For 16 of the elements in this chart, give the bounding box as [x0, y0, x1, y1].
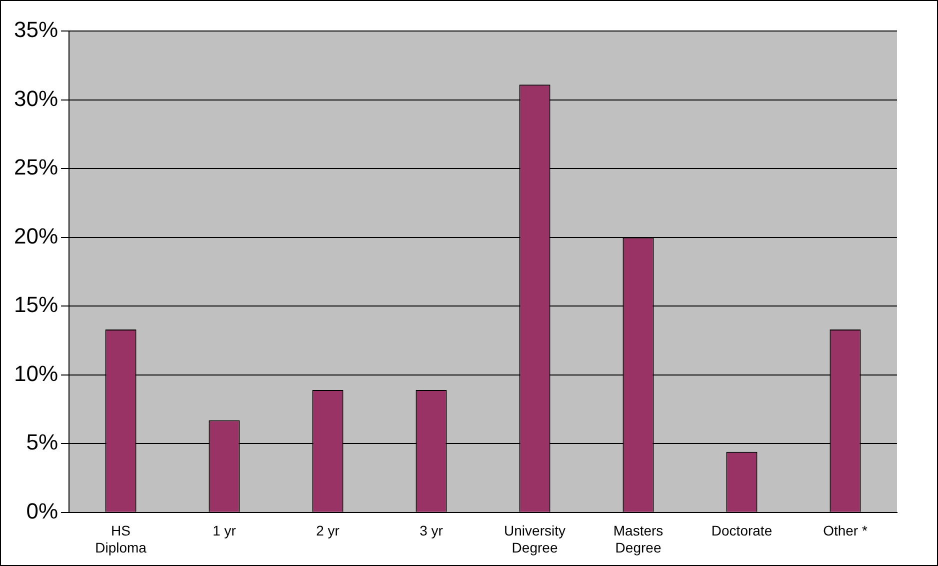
y-tick-label: 0%: [26, 498, 58, 524]
y-tick-label: 10%: [14, 360, 58, 386]
y-tick-label: 25%: [14, 154, 58, 180]
x-tick-label: 1 yr: [212, 522, 236, 539]
y-tick-label: 30%: [14, 86, 58, 111]
x-tick-label: 3 yr: [420, 522, 444, 539]
y-tick-label: 35%: [14, 17, 58, 42]
x-tick-label: Other *: [823, 522, 868, 539]
x-tick-label: University Degree: [504, 522, 566, 556]
y-tick-label: 15%: [14, 292, 58, 318]
x-tick-label: Masters Degree: [613, 522, 664, 556]
x-tick-label: Doctorate: [711, 522, 772, 539]
y-tick-label: 5%: [26, 430, 58, 455]
y-tick-label: 20%: [14, 223, 58, 248]
x-tick-label: 2 yr: [316, 522, 340, 539]
x-tick-label: HS Diploma: [95, 522, 147, 556]
